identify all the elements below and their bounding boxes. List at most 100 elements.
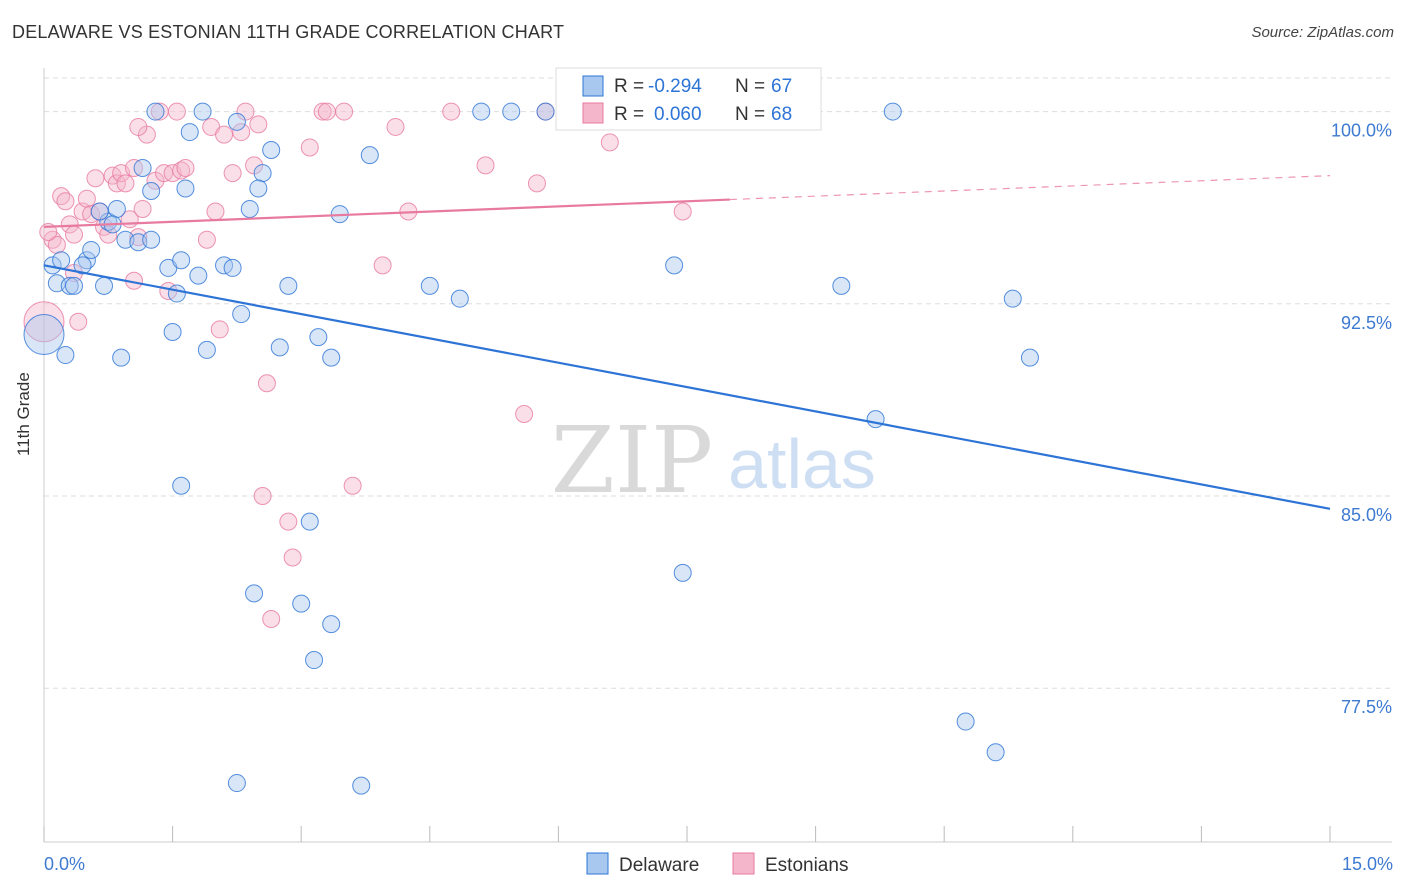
legend-n-value-estonians: 68 [771,104,792,125]
delaware-point [112,348,131,367]
legend-r-label-estonians: R = [614,104,644,125]
delaware-point [360,146,379,165]
delaware-point [309,328,328,347]
estonians-point [23,301,65,343]
estonians-point [386,117,405,136]
delaware-point [292,594,311,613]
estonians-point [527,174,546,193]
estonians-point [167,102,186,121]
delaware-point [60,276,79,295]
estonians-point [99,225,118,244]
delaware-point [305,651,324,670]
y-tick-label: 100.0% [1331,121,1392,141]
series-legend-swatch-delaware [586,852,609,875]
delaware-point [300,512,319,531]
estonians-point [223,164,242,183]
estonians-point [600,133,619,152]
estonians-point [300,138,319,157]
delaware-point [472,102,491,121]
delaware-point [146,102,165,121]
legend-n-label-delaware: N = [735,76,765,97]
delaware-point [197,340,216,359]
source-label: Source: ZipAtlas.com [1251,24,1394,41]
estonians-point [442,102,461,121]
estonians-point [313,102,332,121]
estonians-point [77,189,96,208]
tick-labels: 100.0% 92.5% 85.0% 77.5% 0.0% 15.0% [44,121,1393,874]
delaware-point [956,712,975,731]
estonians-point [673,202,692,221]
delaware-point [180,123,199,142]
estonians-point [150,102,169,121]
trend-lines [43,175,1331,510]
delaware-point [673,563,692,582]
delaware-point [866,410,885,429]
estonians-point [253,487,272,506]
series-legend: Delaware Estonians [586,852,848,876]
delaware-point [107,199,126,218]
estonians-point [249,115,268,134]
estonians-point [206,202,225,221]
delaware-point [536,102,555,121]
delaware-point [52,251,71,270]
legend-swatch-delaware [582,75,604,97]
delaware-point [172,476,191,495]
estonians-trend-line [43,198,730,228]
legend-r-value-estonians: 0.060 [654,104,702,125]
estonians-point [343,476,362,495]
delaware-point [90,202,109,221]
stats-legend: R = -0.294 N = 67 R = 0.060 N = 68 [555,67,822,131]
legend-r-value-delaware: -0.294 [648,76,702,97]
delaware-point [23,314,65,356]
estonians-point [279,512,298,531]
delaware-point [227,112,246,131]
delaware-point [176,179,195,198]
delaware-point [227,774,246,793]
delaware-point [133,158,152,177]
delaware-point [420,276,439,295]
delaware-point [95,276,114,295]
legend-n-label-estonians: N = [735,104,765,125]
delaware-point [167,284,186,303]
legend-r-label-delaware: R = [614,76,644,97]
delaware-point [163,322,182,341]
delaware-point [65,276,84,295]
delaware-point [245,584,264,603]
watermark-atlas: atlas [728,425,876,503]
y-tick-label: 77.5% [1341,697,1392,717]
estonians-point [335,102,354,121]
y-tick-label: 85.0% [1341,505,1392,525]
watermark-zip: ZIP [551,407,713,514]
delaware-point [1003,289,1022,308]
delaware-point [56,346,75,365]
estonians-point [133,199,152,218]
series-legend-label-delaware: Delaware [619,855,699,876]
delaware-point [249,179,268,198]
delaware-point [142,182,161,201]
x-tick-label: 15.0% [1342,854,1393,874]
legend-n-value-delaware: 67 [771,76,792,97]
estonians-point [283,548,302,567]
estonians-point [86,169,105,188]
estonians-point [116,174,135,193]
estonians-point [60,215,79,234]
estonians-point [69,312,88,331]
chart-title: DELAWARE VS ESTONIAN 11TH GRADE CORRELAT… [12,22,565,42]
delaware-point [73,256,92,275]
delaware-point [322,615,341,634]
delaware-point [270,338,289,357]
estonians-trend-extension [729,175,1331,201]
delaware-point [665,256,684,275]
estonians-point [476,156,495,175]
delaware-point [253,164,272,183]
estonians-point [232,123,251,142]
axes [43,68,1392,843]
estonians-point [257,374,276,393]
estonians-point [65,225,84,244]
delaware-point [262,141,281,160]
delaware-point [279,276,298,295]
estonians-point [56,192,75,211]
delaware-trend-line [43,264,1331,510]
estonians-point [515,404,534,423]
